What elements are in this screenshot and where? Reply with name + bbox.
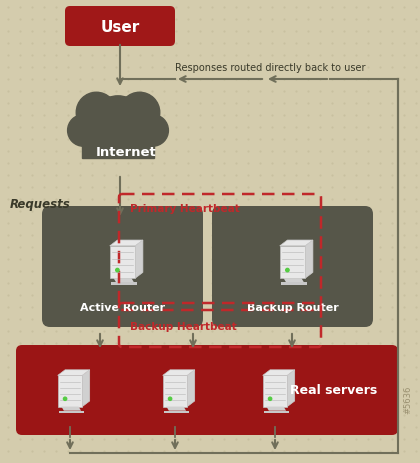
- Text: User: User: [100, 19, 139, 34]
- Polygon shape: [280, 240, 313, 246]
- Circle shape: [116, 269, 119, 272]
- FancyBboxPatch shape: [212, 206, 373, 327]
- Text: Responses routed directly back to user: Responses routed directly back to user: [175, 63, 365, 73]
- Text: Primary Heartbeat: Primary Heartbeat: [130, 204, 240, 213]
- Polygon shape: [59, 411, 84, 413]
- Polygon shape: [187, 370, 195, 407]
- Circle shape: [89, 127, 118, 156]
- Circle shape: [119, 93, 160, 133]
- Bar: [262, 375, 287, 407]
- Circle shape: [102, 126, 134, 158]
- Circle shape: [76, 93, 117, 133]
- Bar: [280, 246, 305, 279]
- FancyBboxPatch shape: [42, 206, 203, 327]
- FancyBboxPatch shape: [16, 345, 398, 435]
- Circle shape: [63, 397, 67, 400]
- Polygon shape: [113, 279, 134, 283]
- Text: Active Router: Active Router: [80, 302, 165, 313]
- FancyBboxPatch shape: [65, 7, 175, 47]
- Polygon shape: [284, 279, 304, 283]
- Polygon shape: [266, 407, 286, 411]
- Bar: [163, 375, 187, 407]
- Text: Backup Router: Backup Router: [247, 302, 339, 313]
- Polygon shape: [58, 370, 90, 375]
- Polygon shape: [111, 283, 136, 285]
- Polygon shape: [281, 283, 307, 285]
- Text: Real servers: Real servers: [290, 384, 377, 397]
- Bar: [58, 375, 82, 407]
- Circle shape: [118, 127, 147, 156]
- Polygon shape: [264, 411, 289, 413]
- Polygon shape: [305, 240, 313, 279]
- Circle shape: [268, 397, 272, 400]
- Circle shape: [137, 115, 168, 147]
- Circle shape: [168, 397, 172, 400]
- Polygon shape: [110, 240, 143, 246]
- Polygon shape: [82, 370, 90, 407]
- Polygon shape: [61, 407, 81, 411]
- Bar: [82, 138, 154, 158]
- Circle shape: [91, 97, 145, 151]
- Polygon shape: [262, 370, 295, 375]
- Text: Backup Heartbeat: Backup Heartbeat: [130, 321, 237, 332]
- Polygon shape: [166, 407, 186, 411]
- Text: Internet: Internet: [96, 146, 156, 159]
- Circle shape: [286, 269, 289, 272]
- Polygon shape: [163, 370, 195, 375]
- Polygon shape: [287, 370, 295, 407]
- Polygon shape: [164, 411, 189, 413]
- Polygon shape: [135, 240, 143, 279]
- Text: Requests: Requests: [10, 198, 71, 211]
- Circle shape: [68, 115, 99, 147]
- Text: #5636: #5636: [404, 385, 412, 413]
- Bar: [110, 246, 135, 279]
